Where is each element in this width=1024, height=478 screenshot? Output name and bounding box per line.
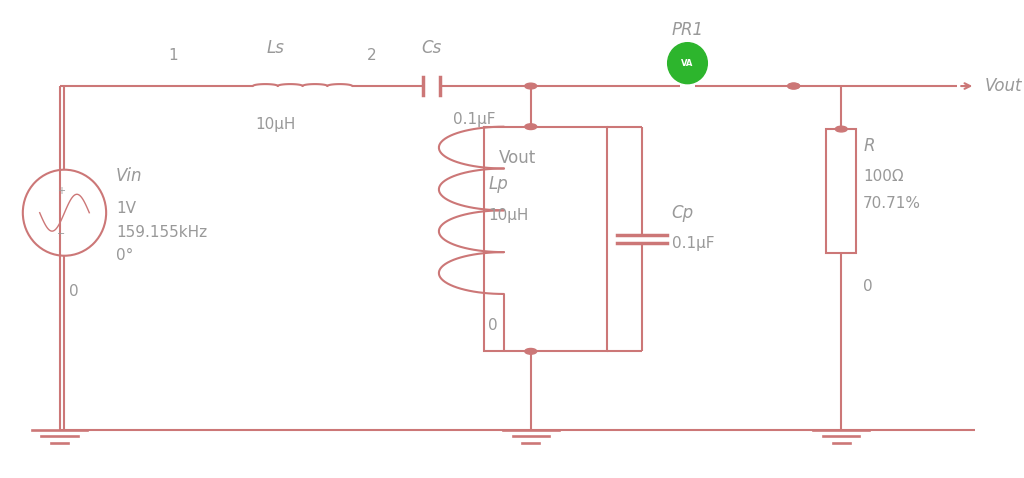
Text: +: + xyxy=(57,186,66,196)
Text: 100Ω: 100Ω xyxy=(863,169,904,185)
Text: 0.1μF: 0.1μF xyxy=(454,112,496,127)
Text: 1V: 1V xyxy=(116,201,136,216)
Text: 10μH: 10μH xyxy=(256,117,296,132)
Text: 0: 0 xyxy=(488,317,498,333)
Text: 1: 1 xyxy=(169,48,178,63)
Text: 159.155kHz: 159.155kHz xyxy=(116,225,207,239)
Text: Vout: Vout xyxy=(985,77,1023,95)
Ellipse shape xyxy=(668,43,708,84)
Text: Cs: Cs xyxy=(422,39,441,57)
Text: VA: VA xyxy=(681,59,693,68)
Text: 70.71%: 70.71% xyxy=(863,196,922,211)
Text: 0: 0 xyxy=(70,284,79,299)
Circle shape xyxy=(787,83,800,89)
Circle shape xyxy=(524,348,537,354)
Text: Ls: Ls xyxy=(267,39,285,57)
Text: R: R xyxy=(863,137,874,155)
Text: PR1: PR1 xyxy=(672,21,703,39)
Text: 0°: 0° xyxy=(116,248,133,263)
Circle shape xyxy=(524,83,537,89)
Text: Cp: Cp xyxy=(672,204,693,222)
Text: Lp: Lp xyxy=(488,175,508,193)
Text: 0: 0 xyxy=(863,279,872,294)
Text: 2: 2 xyxy=(368,48,377,63)
Text: Vout: Vout xyxy=(499,149,537,167)
Circle shape xyxy=(836,126,847,132)
Circle shape xyxy=(787,83,800,89)
Circle shape xyxy=(524,124,537,130)
Text: −: − xyxy=(57,229,66,239)
Bar xyxy=(826,129,856,253)
Text: Vin: Vin xyxy=(116,167,142,185)
Text: 10μH: 10μH xyxy=(488,207,528,223)
Text: 0.1μF: 0.1μF xyxy=(672,236,714,251)
Bar xyxy=(484,127,607,351)
